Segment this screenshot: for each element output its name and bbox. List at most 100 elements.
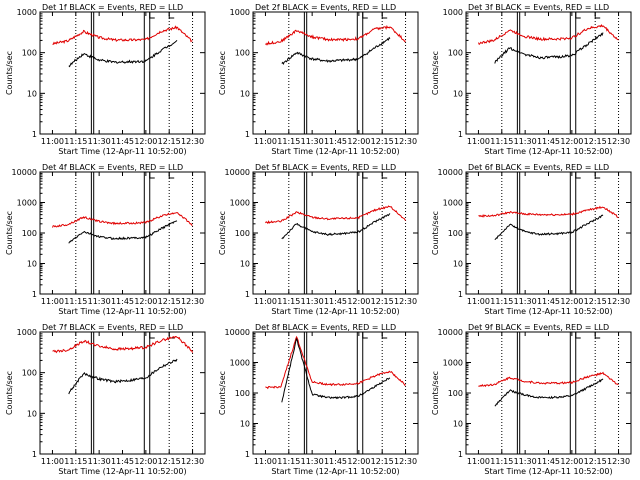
x-tick-label: 11:30 bbox=[514, 457, 537, 466]
x-tick-label: 11:45 bbox=[324, 297, 347, 306]
y-tick-label: 100 bbox=[22, 229, 37, 238]
bracket-marker bbox=[575, 172, 581, 179]
series-line-events bbox=[68, 358, 178, 395]
y-tick-label: 1 bbox=[458, 130, 463, 139]
series-line-events bbox=[68, 39, 178, 68]
series-line-lld bbox=[478, 205, 619, 219]
bracket-marker bbox=[381, 332, 388, 339]
bracket-marker bbox=[594, 12, 601, 19]
chart-title: Det 5f BLACK = Events, RED = LLD bbox=[255, 163, 396, 172]
series-line-events bbox=[68, 220, 178, 244]
bracket-marker bbox=[594, 332, 601, 339]
x-axis-label: Start Time (12-Apr-11 10:52:00) bbox=[58, 307, 186, 316]
y-tick-label: 10 bbox=[240, 260, 250, 269]
series-line-lld bbox=[265, 25, 406, 46]
bracket-marker bbox=[149, 172, 155, 179]
x-tick-label: 12:00 bbox=[347, 457, 370, 466]
y-tick-label: 10000 bbox=[438, 328, 463, 337]
y-tick-label: 1000 bbox=[17, 199, 37, 208]
bracket-marker bbox=[362, 332, 368, 339]
y-tick-label: 1 bbox=[245, 130, 250, 139]
x-tick-label: 12:15 bbox=[371, 457, 394, 466]
bracket-marker bbox=[575, 12, 581, 19]
y-tick-label: 1000 bbox=[230, 199, 250, 208]
y-tick-label: 1 bbox=[458, 450, 463, 459]
y-tick-label: 100 bbox=[448, 49, 463, 58]
x-tick-label: 12:00 bbox=[134, 457, 157, 466]
x-tick-label: 11:00 bbox=[467, 457, 490, 466]
x-axis-label: Start Time (12-Apr-11 10:52:00) bbox=[58, 147, 186, 156]
y-axis-label: Counts/sec bbox=[218, 51, 227, 95]
bracket-marker bbox=[362, 12, 368, 19]
plot-frame bbox=[465, 331, 632, 455]
y-tick-label: 1 bbox=[32, 290, 37, 299]
x-tick-label: 11:15 bbox=[490, 297, 513, 306]
x-tick-label: 12:30 bbox=[394, 137, 417, 146]
x-tick-label: 11:30 bbox=[88, 297, 111, 306]
y-tick-label: 1000 bbox=[443, 199, 463, 208]
y-tick-label: 100 bbox=[22, 49, 37, 58]
y-tick-label: 10 bbox=[240, 420, 250, 429]
chart-title: Det 2f BLACK = Events, RED = LLD bbox=[255, 3, 396, 12]
x-tick-label: 11:30 bbox=[301, 137, 324, 146]
y-axis-label: Counts/sec bbox=[431, 51, 440, 95]
x-tick-label: 12:15 bbox=[584, 457, 607, 466]
chart-panel-4: Det 4f BLACK = Events, RED = LLD 11:00 11:… bbox=[5, 163, 206, 316]
y-tick-label: 1 bbox=[458, 290, 463, 299]
x-tick-label: 11:00 bbox=[254, 457, 277, 466]
x-tick-label: 11:00 bbox=[467, 137, 490, 146]
y-axis-label: Counts/sec bbox=[431, 371, 440, 415]
series-line-events bbox=[281, 36, 391, 66]
series-line-events bbox=[281, 213, 391, 240]
x-tick-label: 12:15 bbox=[584, 297, 607, 306]
y-tick-label: 100 bbox=[235, 49, 250, 58]
x-tick-label: 11:15 bbox=[490, 457, 513, 466]
x-tick-label: 11:15 bbox=[490, 137, 513, 146]
chart-title: Det 8f BLACK = Events, RED = LLD bbox=[255, 323, 396, 332]
bracket-marker bbox=[575, 332, 581, 339]
y-tick-label: 100 bbox=[448, 389, 463, 398]
series-line-lld bbox=[52, 335, 193, 354]
x-tick-label: 11:00 bbox=[41, 297, 64, 306]
x-tick-label: 12:00 bbox=[560, 137, 583, 146]
y-tick-label: 10 bbox=[453, 260, 463, 269]
x-tick-label: 11:45 bbox=[537, 297, 560, 306]
bracket-marker bbox=[381, 12, 388, 19]
y-tick-label: 1000 bbox=[230, 359, 250, 368]
x-tick-label: 11:45 bbox=[111, 457, 134, 466]
x-tick-label: 12:30 bbox=[607, 457, 630, 466]
x-tick-label: 12:00 bbox=[347, 297, 370, 306]
plot-frame bbox=[39, 171, 206, 295]
y-tick-label: 10 bbox=[453, 420, 463, 429]
y-tick-label: 10 bbox=[453, 89, 463, 98]
chart-title: Det 7f BLACK = Events, RED = LLD bbox=[42, 323, 183, 332]
series-line-lld bbox=[478, 24, 619, 46]
x-tick-label: 12:15 bbox=[158, 457, 181, 466]
x-tick-label: 12:30 bbox=[181, 457, 204, 466]
y-axis-label: Counts/sec bbox=[218, 371, 227, 415]
y-tick-label: 1 bbox=[32, 130, 37, 139]
y-tick-label: 10000 bbox=[225, 168, 250, 177]
bracket-marker bbox=[594, 172, 601, 179]
x-axis-label: Start Time (12-Apr-11 10:52:00) bbox=[484, 147, 612, 156]
y-axis-label: Counts/sec bbox=[5, 51, 14, 95]
chart-title: Det 4f BLACK = Events, RED = LLD bbox=[42, 163, 183, 172]
y-axis-label: Counts/sec bbox=[218, 211, 227, 255]
y-axis-label: Counts/sec bbox=[431, 211, 440, 255]
x-tick-label: 11:00 bbox=[254, 137, 277, 146]
y-tick-label: 10 bbox=[27, 409, 37, 418]
chart-title: Det 1f BLACK = Events, RED = LLD bbox=[42, 3, 183, 12]
chart-title: Det 6f BLACK = Events, RED = LLD bbox=[468, 163, 609, 172]
chart-panel-2: Det 2f BLACK = Events, RED = LLD 11:00 11:… bbox=[218, 3, 419, 156]
x-tick-label: 12:30 bbox=[607, 297, 630, 306]
x-tick-label: 11:00 bbox=[467, 297, 490, 306]
x-tick-label: 12:15 bbox=[158, 297, 181, 306]
y-tick-label: 1000 bbox=[443, 359, 463, 368]
x-tick-label: 11:15 bbox=[277, 297, 300, 306]
